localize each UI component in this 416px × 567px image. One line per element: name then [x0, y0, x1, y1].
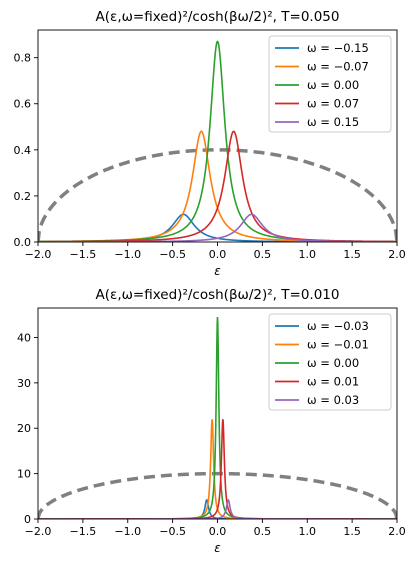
legend-entry: ω = 0.00 — [307, 78, 359, 92]
chart-title: A(ε,ω=fixed)²/cosh(βω/2)², T=0.050 — [96, 9, 340, 25]
y-tick-label: 0.2 — [14, 190, 32, 203]
y-tick-label: 0.6 — [14, 98, 32, 111]
legend-entry: ω = 0.01 — [307, 375, 359, 389]
legend-entry: ω = −0.07 — [307, 60, 369, 74]
x-tick-label: −0.5 — [159, 525, 186, 538]
x-tick-label: 0.0 — [209, 525, 227, 538]
x-tick-label: 1.5 — [343, 525, 361, 538]
y-tick-label: 10 — [17, 468, 31, 481]
y-tick-label: 30 — [17, 377, 31, 390]
x-tick-label: 1.0 — [299, 248, 317, 261]
reference-curve — [38, 471, 397, 519]
x-tick-label: 2.0 — [388, 248, 406, 261]
x-tick-label: 2.0 — [388, 525, 406, 538]
reference-curve — [38, 148, 397, 242]
chart-panel-1: −2.0 −1.5 −1.0 −0.5 0.0 0.5 1.0 1.5 2.0 0.0 0.2 0.4… — [14, 9, 406, 278]
legend-entry: ω = −0.15 — [307, 41, 369, 55]
y-tick-label: 20 — [17, 422, 31, 435]
series-line-4 — [38, 419, 397, 519]
x-axis-label: ε — [214, 264, 221, 278]
chart-panel-2: −2.0 −1.5 −1.0 −0.5 0.0 0.5 1.0 1.5 2.0 0 10 20 30 40… — [17, 287, 406, 555]
x-tick-label: −0.5 — [159, 248, 186, 261]
legend-entry: ω = 0.03 — [307, 393, 359, 407]
x-tick-label: 0.5 — [254, 248, 272, 261]
legend-box — [268, 35, 392, 133]
legend-entry: ω = −0.03 — [307, 319, 369, 333]
series-line-4 — [38, 130, 397, 242]
legend-box — [268, 313, 392, 411]
series-line-2 — [38, 130, 397, 242]
x-tick-label: 0.5 — [254, 525, 272, 538]
series-line-2 — [38, 419, 397, 519]
x-tick-label: 0.0 — [209, 248, 227, 261]
legend-entry: ω = 0.15 — [307, 115, 359, 129]
legend-entry: ω = 0.07 — [307, 97, 359, 111]
x-tick-label: −1.0 — [114, 248, 141, 261]
legend: ω = −0.03 ω = −0.01 ω = 0.00 ω = 0.01 ω = 0.… — [268, 313, 392, 411]
x-tick-label: −2.0 — [25, 248, 52, 261]
y-tick-label: 0 — [24, 513, 31, 526]
y-tick-label: 0.4 — [14, 144, 32, 157]
x-tick-label: 1.5 — [343, 248, 361, 261]
x-tick-label: −1.5 — [70, 525, 97, 538]
y-tick-label: 40 — [17, 331, 31, 344]
series-line-5 — [38, 213, 397, 242]
y-tick-label: 0.8 — [14, 52, 32, 65]
x-tick-label: 1.0 — [299, 525, 317, 538]
x-tick-label: −1.5 — [70, 248, 97, 261]
legend-entry: ω = −0.01 — [307, 338, 369, 352]
x-tick-label: −1.0 — [114, 525, 141, 538]
y-tick-label: 0.0 — [14, 236, 32, 249]
chart-title: A(ε,ω=fixed)²/cosh(βω/2)², T=0.010 — [96, 287, 340, 303]
x-tick-label: −2.0 — [25, 525, 52, 538]
x-axis-label: ε — [214, 541, 221, 555]
legend: ω = −0.15 ω = −0.07 ω = 0.00 ω = 0.07 ω = 0.… — [268, 35, 392, 133]
legend-entry: ω = 0.00 — [307, 356, 359, 370]
